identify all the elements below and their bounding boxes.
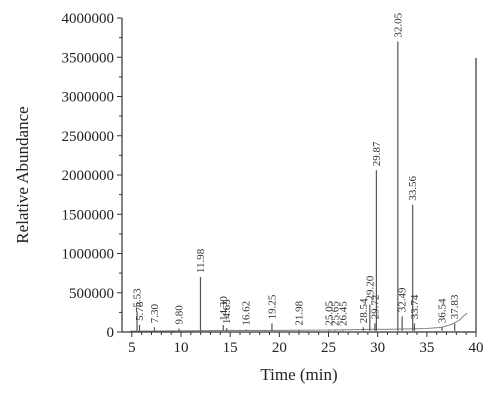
peak-label-25.65: 25.65: [329, 301, 341, 326]
y-tick-label: 3000000: [62, 90, 115, 106]
peak-label-9.80: 9.80: [174, 305, 186, 325]
x-tick-label: 30: [370, 340, 385, 356]
peak-label-21.98: 21.98: [293, 300, 305, 325]
y-axis-label: Relative Abundance: [13, 106, 32, 243]
x-tick-label: 20: [272, 340, 287, 356]
peak-label-37.83: 37.83: [449, 294, 461, 319]
peak-label-5.53: 5.53: [132, 288, 144, 308]
y-tick-label: 500000: [69, 286, 114, 302]
x-tick-label: 10: [174, 340, 189, 356]
x-tick-label: 40: [469, 340, 484, 356]
peak-label-29.72: 29.72: [369, 295, 381, 320]
y-tick-label: 1500000: [62, 207, 115, 223]
y-tick-label: 2500000: [62, 129, 115, 145]
x-tick-label: 5: [128, 340, 136, 356]
y-tick-label: 2000000: [62, 168, 115, 184]
peak-label-36.54: 36.54: [437, 298, 449, 323]
x-tick-label: 25: [321, 340, 336, 356]
peak-label-11.98: 11.98: [195, 248, 207, 273]
peak-label-5.78: 5.78: [134, 301, 146, 321]
peak-label-14.30: 14.30: [218, 296, 230, 321]
peak-label-29.20: 29.20: [364, 275, 376, 300]
peak-label-32.05: 32.05: [392, 12, 404, 37]
peak-label-32.49: 32.49: [397, 287, 409, 312]
peak-label-7.30: 7.30: [149, 304, 161, 324]
peak-label-33.56: 33.56: [407, 176, 419, 201]
peak-label-29.87: 29.87: [371, 141, 383, 166]
x-axis-label: Time (min): [260, 365, 337, 384]
y-tick-label: 0: [107, 325, 115, 341]
peak-label-19.25: 19.25: [267, 294, 279, 319]
y-tick-label: 4000000: [62, 11, 115, 27]
y-tick-label: 3500000: [62, 50, 115, 66]
plot-area: [129, 41, 468, 332]
peak-label-25.05: 25.05: [324, 300, 336, 325]
peak-label-33.74: 33.74: [409, 294, 421, 319]
x-tick-label: 35: [419, 340, 434, 356]
axes: 0 500000 1000000 1500000 2000000 2500000 30000…: [62, 11, 484, 356]
x-tick-label: 15: [223, 340, 238, 356]
peak-label-26.45: 26.45: [337, 301, 349, 326]
peak-label-28.54: 28.54: [358, 298, 370, 323]
peak-label-16.62: 16.62: [241, 301, 253, 326]
peak-label-14.65: 14.65: [221, 299, 233, 324]
y-tick-label: 1000000: [62, 247, 115, 263]
